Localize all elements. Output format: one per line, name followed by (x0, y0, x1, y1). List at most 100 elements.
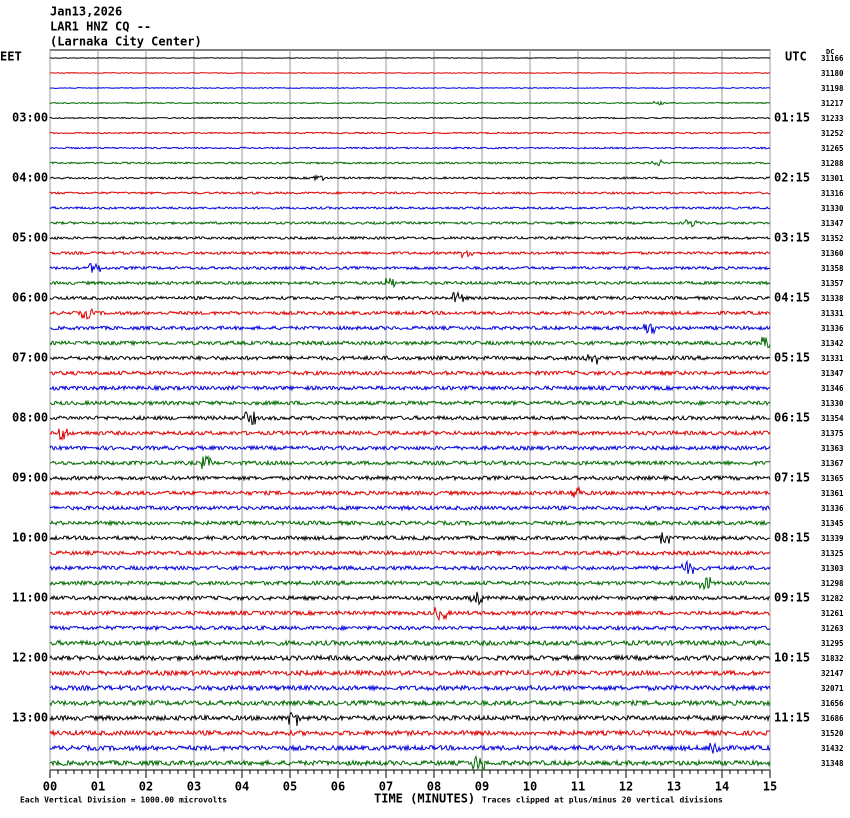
dc-value: 31198 (821, 84, 844, 93)
trace (49, 354, 771, 365)
dc-value: 31363 (821, 444, 844, 453)
dc-value: 31365 (821, 474, 844, 483)
dc-value: 31263 (821, 624, 844, 633)
trace (49, 146, 771, 150)
trace (49, 428, 771, 442)
dc-value: 31342 (821, 339, 844, 348)
trace (49, 444, 771, 452)
trace (49, 754, 771, 771)
dc-value: 31288 (821, 159, 844, 168)
dc-value: 31832 (821, 654, 844, 663)
trace (49, 173, 771, 182)
trace (49, 532, 771, 544)
right-time-label: 01:15 (774, 111, 810, 125)
x-tick-label: 06 (331, 780, 345, 794)
clip-note: Traces clipped at plus/minus 20 vertical… (482, 795, 723, 805)
x-tick-label: 10 (523, 780, 537, 794)
trace (49, 277, 771, 289)
left-axis-title: EET (0, 50, 22, 64)
dc-value: 31336 (821, 504, 844, 513)
right-time-label: 06:15 (774, 411, 810, 425)
trace (49, 485, 771, 498)
x-tick-label: 03 (187, 780, 201, 794)
date: Jan13,2026 (50, 5, 122, 19)
x-tick-label: 01 (91, 780, 105, 794)
dc-value: 31348 (821, 759, 844, 768)
dc-value: 31252 (821, 129, 844, 138)
right-time-label: 05:15 (774, 351, 810, 365)
dc-value: 31352 (821, 234, 844, 243)
x-tick-label: 12 (619, 780, 633, 794)
trace (49, 131, 771, 135)
trace (49, 262, 771, 273)
trace (49, 742, 771, 754)
trace (49, 190, 771, 196)
left-time-label: 04:00 (12, 171, 48, 185)
trace (49, 116, 771, 120)
trace (49, 474, 771, 482)
dc-value: 31339 (821, 534, 844, 543)
dc-title: DC (826, 48, 834, 56)
dc-value: 31656 (821, 699, 844, 708)
x-tick-label: 08 (427, 780, 441, 794)
dc-value: 31301 (821, 174, 844, 183)
trace (49, 411, 771, 425)
trace (49, 683, 771, 692)
dc-value: 31338 (821, 294, 844, 303)
right-time-label: 10:15 (774, 651, 810, 665)
dc-value: 31346 (821, 384, 844, 393)
dc-value: 31265 (821, 144, 844, 153)
x-tick-label: 15 (763, 780, 777, 794)
x-tick-label: 14 (715, 780, 729, 794)
dc-value: 31295 (821, 639, 844, 648)
dc-value: 31360 (821, 249, 844, 258)
dc-value: 31354 (821, 414, 844, 423)
right-time-label: 07:15 (774, 471, 810, 485)
location: (Larnaka City Center) (50, 35, 202, 49)
right-time-label: 04:15 (774, 291, 810, 305)
left-time-label: 07:00 (12, 351, 48, 365)
dc-value: 31330 (821, 399, 844, 408)
x-tick-label: 11 (571, 780, 585, 794)
dc-value: 31282 (821, 594, 844, 603)
right-time-label: 08:15 (774, 531, 810, 545)
dc-value: 31345 (821, 519, 844, 528)
trace (49, 384, 771, 392)
dc-value: 31432 (821, 744, 844, 753)
dc-value: 31298 (821, 579, 844, 588)
dc-value: 31367 (821, 459, 844, 468)
x-tick-label: 07 (379, 780, 393, 794)
dc-value: 31325 (821, 549, 844, 558)
x-axis-title: TIME (MINUTES) (374, 792, 475, 806)
right-time-label: 02:15 (774, 171, 810, 185)
dc-value: 31336 (821, 324, 844, 333)
trace (49, 158, 771, 167)
trace (49, 639, 771, 648)
right-time-label: 11:15 (774, 711, 810, 725)
trace (49, 205, 771, 211)
trace (50, 71, 771, 74)
trace (49, 86, 771, 90)
left-time-label: 03:00 (12, 111, 48, 125)
trace (49, 519, 771, 527)
right-time-label: 09:15 (774, 591, 810, 605)
trace (49, 235, 771, 241)
dc-value: 31217 (821, 99, 844, 108)
dc-value: 31375 (821, 429, 844, 438)
dc-value: 31261 (821, 609, 844, 618)
left-time-label: 09:00 (12, 471, 48, 485)
trace (49, 399, 771, 407)
dc-value: 31303 (821, 564, 844, 573)
x-tick-label: 05 (283, 780, 297, 794)
dc-value: 31347 (821, 219, 844, 228)
left-time-label: 05:00 (12, 231, 48, 245)
dc-value: 31358 (821, 264, 844, 273)
dc-value: 32071 (821, 684, 844, 693)
dc-value: 31331 (821, 354, 844, 363)
dc-value: 31330 (821, 204, 844, 213)
trace (49, 591, 771, 606)
left-time-label: 12:00 (12, 651, 48, 665)
x-tick-label: 09 (475, 780, 489, 794)
trace (49, 219, 771, 228)
